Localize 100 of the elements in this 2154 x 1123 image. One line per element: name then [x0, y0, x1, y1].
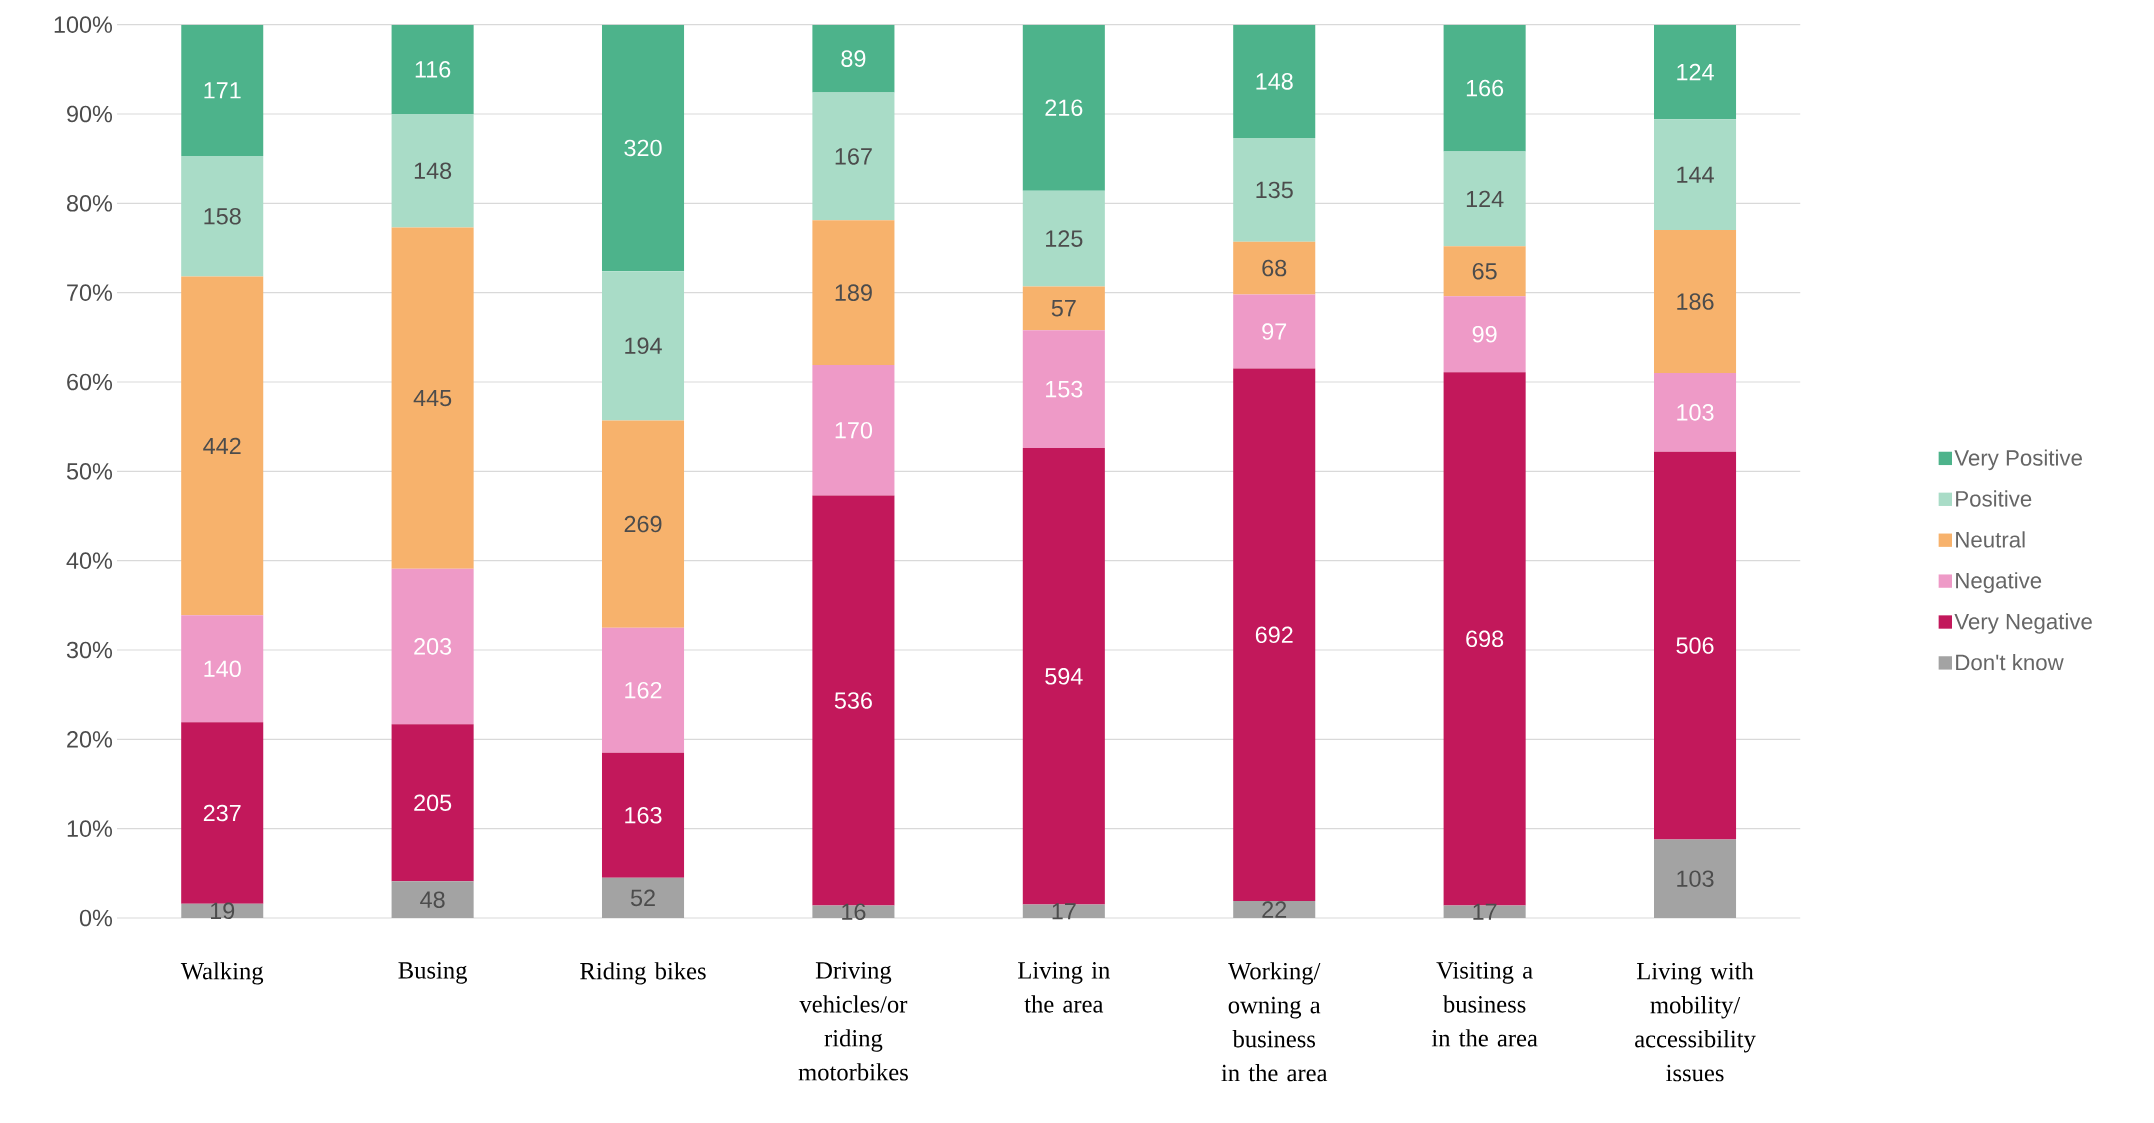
annotation: 153 [1046, 380, 1083, 398]
x-tick-label: Living in the area [1018, 962, 1110, 1013]
annotation: 19 [210, 902, 235, 920]
annotation: 17 [1473, 903, 1497, 920]
annotation: 52 [630, 889, 655, 907]
bar [391, 568, 474, 725]
bar [391, 24, 474, 114]
annotation: 48 [420, 891, 445, 908]
bar [181, 24, 264, 156]
annotation: 171 [204, 82, 241, 99]
annotation: 124 [1466, 190, 1504, 208]
bar [812, 92, 895, 221]
annotation: 22 [1262, 901, 1287, 918]
bar [812, 365, 895, 496]
annotation: 189 [835, 284, 872, 301]
annotation: 194 [625, 337, 662, 355]
annotation: 97 [1262, 323, 1287, 340]
x-tick-label: Visiting a business in the area [1431, 962, 1538, 1047]
annotation: 186 [1677, 293, 1714, 310]
bar [391, 881, 474, 918]
annotation: 698 [1466, 630, 1504, 648]
bar [1654, 373, 1737, 452]
bar [1022, 286, 1105, 331]
bar [1233, 241, 1316, 295]
annotation: 144 [1677, 166, 1714, 183]
y-tick-label: 90% [67, 105, 113, 123]
bar [812, 24, 895, 93]
annotation: 166 [1466, 79, 1504, 97]
bar [601, 752, 685, 878]
bar [601, 24, 685, 272]
annotation: 158 [204, 207, 241, 225]
annotation: 445 [413, 389, 452, 407]
annotation: 16 [842, 903, 866, 921]
bar [1022, 190, 1105, 287]
annotation: 17 [1052, 903, 1076, 920]
bar [391, 724, 474, 882]
annotation: 68 [1262, 259, 1287, 277]
legend-label: Don't know [1956, 653, 2064, 671]
annotation: 594 [1045, 668, 1083, 685]
annotation: 65 [1472, 262, 1497, 280]
legend-label: Negative [1956, 572, 2042, 593]
annotation: 205 [414, 794, 452, 812]
bar [1233, 294, 1316, 369]
bar [1022, 330, 1105, 449]
y-tick-label: 10% [67, 820, 113, 837]
annotation: 103 [1677, 870, 1714, 887]
bar [1443, 905, 1526, 918]
bar [1022, 24, 1105, 191]
annotation: 692 [1255, 626, 1293, 644]
annotation: 89 [841, 50, 866, 67]
annotation: 269 [624, 515, 662, 533]
annotation: 148 [1256, 73, 1293, 90]
x-tick-label: Busing [398, 962, 468, 984]
bar [181, 276, 264, 616]
bar [181, 722, 264, 904]
y-tick-label: 40% [66, 552, 113, 569]
annotation: 116 [415, 61, 451, 78]
y-tick-label: 50% [66, 463, 113, 480]
legend-label: Neutral [1956, 531, 2025, 548]
bar [1022, 448, 1105, 905]
x-tick-label: Driving vehicles/or riding motorbikes [798, 962, 908, 1081]
bar [181, 615, 264, 723]
annotation: 320 [624, 139, 662, 157]
y-tick-label: 80% [66, 195, 113, 212]
legend-label: Very Negative [1954, 613, 2092, 634]
annotation: 203 [414, 638, 452, 655]
bar [1654, 119, 1737, 231]
annotation: 167 [835, 148, 872, 165]
bar [1022, 904, 1105, 918]
bar [391, 113, 474, 228]
y-tick-label: 30% [66, 641, 113, 659]
bar [1233, 901, 1316, 918]
bar [1443, 246, 1526, 297]
y-tick-label: 20% [67, 731, 113, 748]
annotation: 216 [1045, 99, 1083, 117]
y-tick-label: 60% [67, 373, 113, 391]
bar [812, 220, 895, 366]
bar [1233, 138, 1316, 242]
x-tick-label: Walking [180, 962, 264, 985]
bar [1443, 24, 1526, 152]
annotation: 506 [1676, 637, 1714, 654]
legend-label: Very Positive [1954, 449, 2082, 471]
x-tick-label: Riding bikes [580, 962, 706, 985]
bar [601, 627, 685, 753]
annotation: 148 [414, 162, 452, 179]
annotation: 135 [1256, 181, 1293, 199]
bar [1654, 839, 1737, 918]
y-tick-label: 100% [54, 16, 113, 33]
bar [601, 877, 685, 918]
bar [1233, 24, 1316, 139]
bar [601, 420, 685, 628]
annotation: 442 [203, 437, 241, 455]
annotation: 170 [835, 421, 873, 439]
bar [1654, 24, 1737, 120]
annotation: 237 [203, 804, 241, 822]
annotation: 162 [625, 681, 662, 699]
annotation: 99 [1472, 325, 1497, 343]
y-tick-label: 0% [79, 909, 113, 927]
x-tick-label: Working/ owning a business in the area [1221, 962, 1328, 1082]
bar [391, 227, 474, 569]
